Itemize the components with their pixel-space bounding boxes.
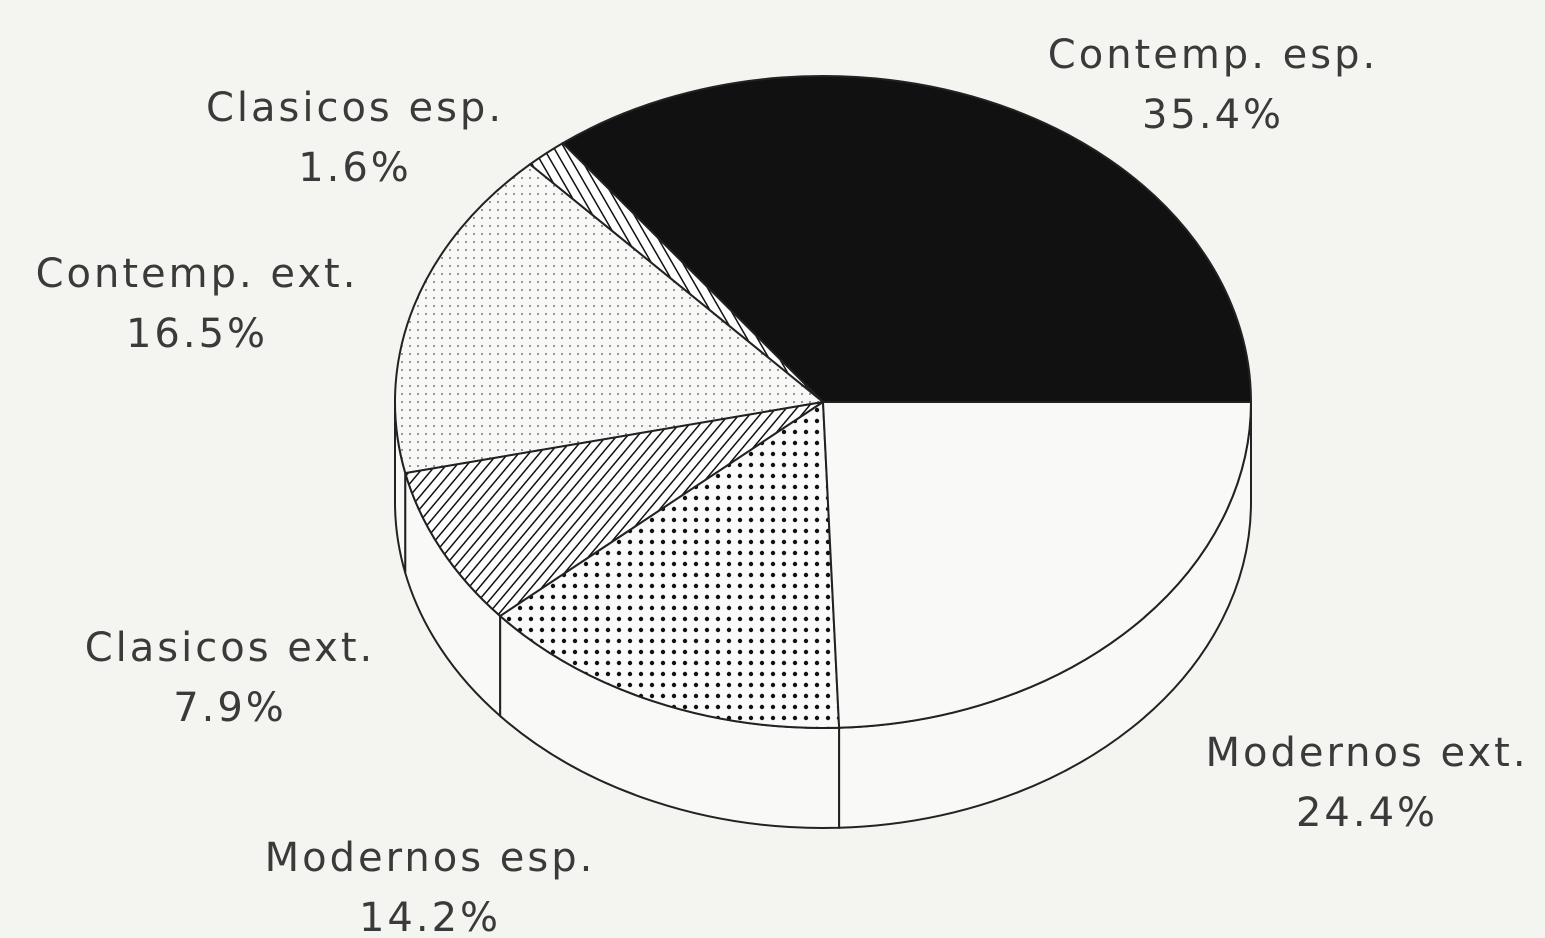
slice-value-label: 14.2% bbox=[359, 895, 501, 938]
slice bbox=[561, 75, 1253, 403]
slice-value-label: 1.6% bbox=[298, 145, 412, 191]
slice bbox=[394, 163, 826, 475]
slice bbox=[498, 400, 841, 729]
slice-label: Modernos esp. bbox=[265, 835, 596, 881]
slice-value-label: 24.4% bbox=[1296, 790, 1438, 836]
slice-value-label: 7.9% bbox=[173, 685, 287, 731]
slice-label: Modernos ext. bbox=[1205, 730, 1528, 776]
slice bbox=[404, 401, 824, 618]
slice-value-label: 16.5% bbox=[126, 311, 268, 357]
slice-label: Contemp. esp. bbox=[1048, 32, 1378, 78]
slice bbox=[821, 401, 1253, 729]
slice-label: Clasicos ext. bbox=[85, 625, 376, 671]
slice-label: Contemp. ext. bbox=[36, 251, 359, 297]
slice-value-label: 35.4% bbox=[1142, 92, 1284, 138]
slice-label: Clasicos esp. bbox=[206, 85, 504, 131]
